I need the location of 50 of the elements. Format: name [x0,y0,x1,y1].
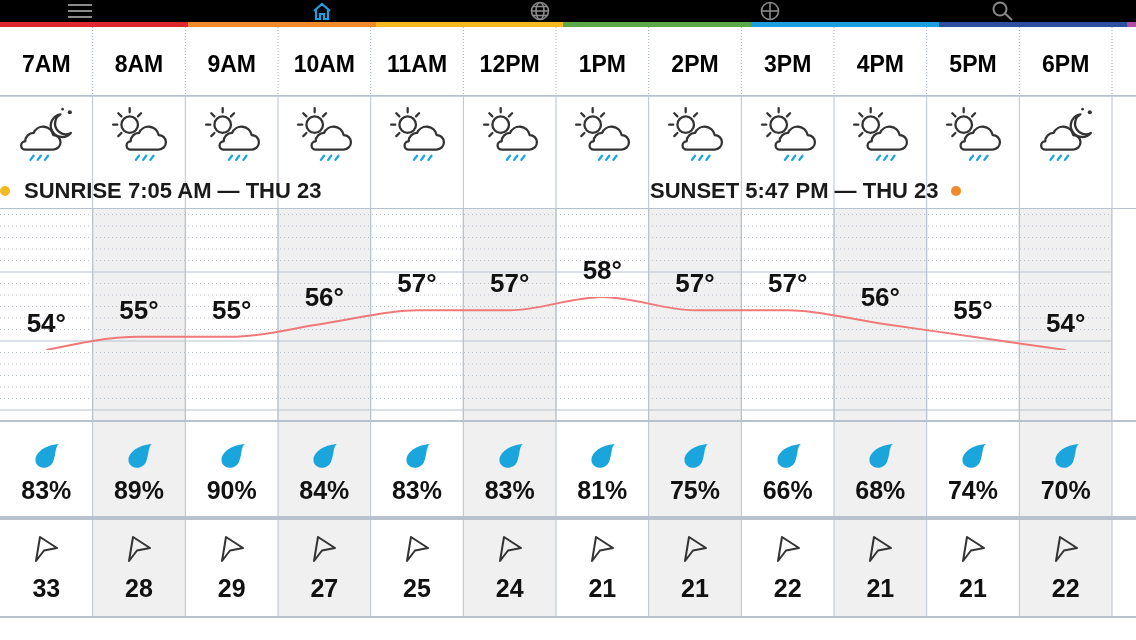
x-tick-label: 8AM [114,51,164,77]
data-label: 56° [860,281,900,312]
data-label: 81% [577,476,628,504]
data-label: 25 [403,574,431,602]
x-tick-label: 3PM [764,51,812,77]
data-label: 66% [762,476,813,504]
data-label: 70% [1040,476,1091,504]
data-label: 56° [304,281,344,312]
x-tick-label: 5PM [949,51,997,77]
text: SUNRISE 7:05 AM — THU 23 [24,178,322,204]
data-label: 27 [310,574,339,602]
data-label: 54° [26,308,66,338]
data-label: 55° [212,294,252,325]
data-label: 83% [21,476,72,504]
data-label: 28 [125,574,153,602]
data-label: 55° [119,294,159,325]
data-label: 57° [768,268,808,299]
x-tick-label: 4PM [856,51,904,77]
data-label: 33 [32,574,61,602]
data-label: 57° [490,268,530,299]
data-label: 22 [773,574,802,602]
data-label: 29 [217,574,246,602]
x-tick-label: 1PM [578,51,626,77]
data-label: 90% [206,476,257,504]
data-label: 55° [953,294,993,325]
x-tick-label: 7AM [22,51,71,77]
data-label: 21 [866,574,895,602]
data-label: 21 [959,574,987,602]
data-label: 74% [947,476,998,504]
data-label: 54° [1046,308,1086,338]
data-label: 22 [1051,574,1080,602]
data-label: 83% [391,476,442,504]
data-label: 68% [855,476,906,504]
data-label: 21 [681,574,709,602]
data-label: 24 [495,574,524,602]
x-tick-label: 9AM [207,51,256,77]
text: SUNSET 5:47 PM — THU 23 [650,178,939,204]
x-tick-label: 2PM [671,51,719,77]
data-label: 57° [675,268,715,299]
x-tick-label: 12PM [479,51,540,77]
data-label: 75% [669,476,720,504]
x-tick-label: 6PM [1042,51,1090,77]
data-label: 89% [113,476,164,504]
x-tick-label: 10AM [293,51,356,77]
x-tick-label: 11AM [386,51,448,77]
data-label: 58° [582,255,622,285]
data-label: 83% [484,476,535,504]
data-label: 84% [299,476,350,504]
data-label: 57° [397,268,437,299]
data-label: 21 [588,574,617,602]
